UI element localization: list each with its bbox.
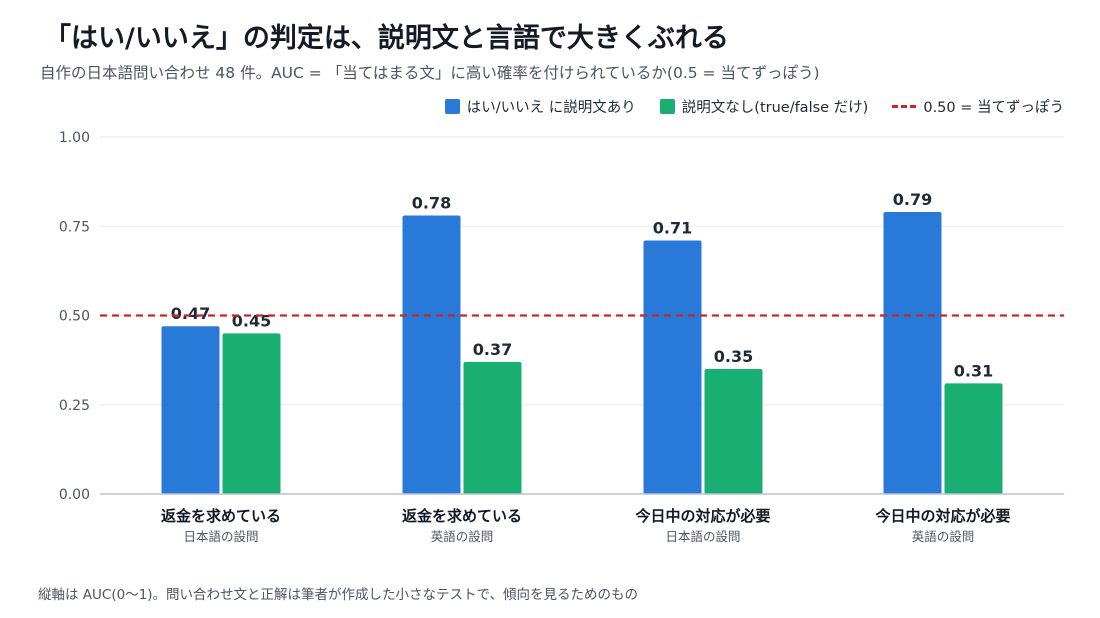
data-label-series-1-4: 0.79: [893, 190, 932, 209]
data-label-series-2-1: 0.45: [232, 311, 271, 330]
data-label-series-1-2: 0.78: [412, 194, 451, 213]
chart-title: 「はい/いいえ」の判定は、説明文と言語で大きくぶれる: [44, 23, 729, 54]
bar-series-1-3: [643, 240, 702, 494]
legend-item-series-2: 説明文なし(true/false だけ): [659, 96, 869, 117]
y-tick-label: 0.00: [59, 487, 90, 503]
legend-swatch-series-2: [659, 99, 675, 114]
x-subcategory-label: 英語の設問: [431, 529, 494, 544]
footnote: 縦軸は AUC(0〜1)。問い合わせ文と正解は筆者が作成した小さなテストで、傾向…: [38, 587, 639, 603]
legend: はい/いいえ に説明文あり 説明文なし(true/false だけ) 0.50 …: [444, 96, 1064, 117]
legend-item-series-1: はい/いいえ に説明文あり: [444, 96, 636, 117]
x-category-label: 今日中の対応が必要: [634, 507, 770, 525]
legend-label-series-1: はい/いいえ に説明文あり: [466, 100, 636, 116]
legend-swatch-series-1: [444, 99, 460, 114]
y-tick-label: 1.00: [59, 130, 90, 146]
data-label-series-2-4: 0.31: [954, 361, 993, 380]
y-tick-label: 0.25: [59, 398, 90, 414]
bar-series-1-1: [161, 326, 220, 494]
data-label-series-1-3: 0.71: [653, 219, 692, 238]
x-subcategory-label: 日本語の設問: [183, 529, 258, 544]
bar-series-2-2: [463, 361, 522, 494]
legend-label-reference: 0.50 = 当てずっぽう: [923, 100, 1064, 116]
bar-series-2-1: [222, 333, 281, 494]
bar-series-1-4: [883, 211, 942, 494]
legend-item-reference: 0.50 = 当てずっぽう: [892, 96, 1064, 117]
x-subcategory-label: 日本語の設問: [665, 529, 740, 544]
data-label-series-2-3: 0.35: [714, 347, 753, 366]
x-category-label: 返金を求めている: [402, 507, 522, 525]
chart-subtitle: 自作の日本語問い合わせ 48 件。AUC = 「当てはまる文」に高い確率を付けら…: [40, 64, 820, 82]
legend-swatch-reference: [892, 105, 917, 108]
bar-series-2-3: [704, 369, 763, 494]
y-tick-label: 0.50: [59, 309, 90, 325]
x-subcategory-label: 英語の設問: [912, 529, 975, 544]
bar-series-1-2: [402, 215, 461, 495]
y-tick-label: 0.75: [59, 219, 90, 235]
legend-label-series-2: 説明文なし(true/false だけ): [681, 100, 869, 116]
data-label-series-1-1: 0.47: [171, 304, 210, 323]
x-category-label: 今日中の対応が必要: [874, 507, 1010, 525]
x-category-label: 返金を求めている: [161, 507, 281, 525]
bar-series-2-4: [944, 383, 1003, 494]
data-label-series-2-2: 0.37: [473, 340, 512, 359]
